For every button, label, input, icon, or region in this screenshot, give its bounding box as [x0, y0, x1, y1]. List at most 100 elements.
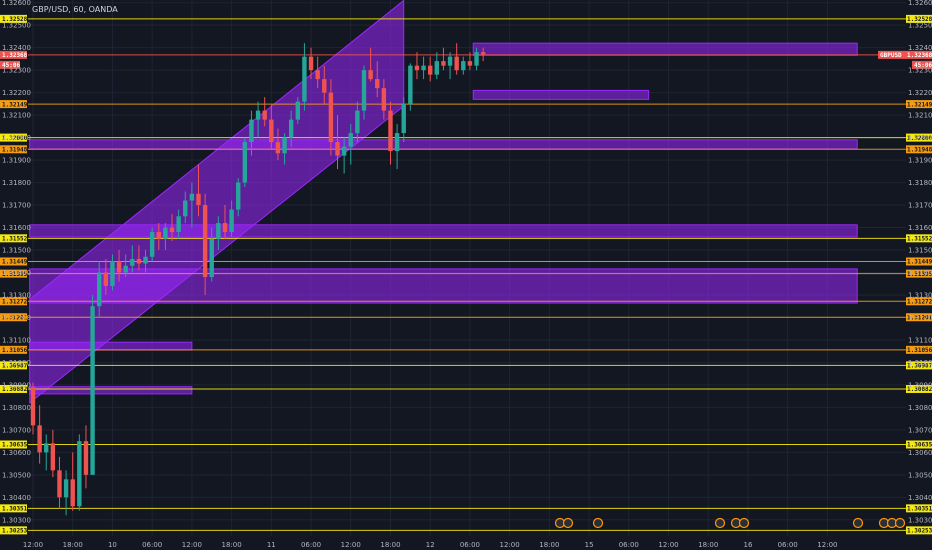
level-tag-left — [0, 297, 27, 306]
candle-body — [97, 272, 102, 307]
level-label-right: 1.31395 — [907, 271, 932, 278]
candle-body — [156, 232, 161, 239]
level-tag-left — [0, 440, 27, 449]
candle-body — [368, 70, 373, 80]
x-tick-label: 10 — [108, 541, 117, 549]
candles — [30, 43, 486, 516]
y-tick-right: 1.31300 — [908, 291, 932, 299]
chart-title: GBP/USD, 60, OANDA — [32, 5, 118, 14]
event-flag-icon[interactable] — [852, 517, 864, 529]
candle-body — [361, 70, 367, 111]
y-tick-right: 1.30500 — [908, 471, 932, 479]
candle-body — [169, 227, 175, 233]
level-label-left: 1.32149 — [2, 101, 28, 108]
candle-body — [255, 110, 261, 120]
candle-body — [269, 119, 274, 143]
y-tick-left: 1.31000 — [2, 359, 31, 367]
level-label-left: 1.31948 — [2, 146, 28, 153]
y-tick-right: 1.30700 — [908, 426, 932, 434]
candle-body — [249, 119, 254, 143]
level-label-left: 1.32368 — [2, 52, 28, 59]
candle-body — [63, 479, 69, 498]
y-tick-left: 1.32200 — [2, 89, 31, 97]
y-tick-left: 1.32400 — [2, 44, 31, 52]
candle-body — [341, 146, 347, 156]
level-label-right: 1.30253 — [907, 528, 932, 535]
candle-body — [375, 79, 380, 89]
y-tick-right: 1.30400 — [908, 494, 932, 502]
countdown-tag-right — [912, 60, 932, 69]
x-tick-label: 18:00 — [539, 541, 559, 549]
level-label-left: 1.30882 — [2, 386, 28, 393]
candle-body — [176, 216, 181, 233]
candle-body — [183, 200, 188, 217]
level-label-left: 1.30635 — [2, 442, 28, 449]
levels: 1.32528 1.32528 1.32368 1.32368 1.32149 1.321… — [0, 14, 932, 535]
event-flag-icon[interactable] — [738, 517, 750, 529]
x-tick-label: 06:00 — [460, 541, 480, 549]
x-tick-label: 11 — [267, 541, 276, 549]
countdown-tag-left — [0, 60, 20, 69]
y-tick-right: 1.32000 — [908, 134, 932, 142]
level-tag-left — [0, 345, 27, 354]
level-tag-left — [0, 100, 27, 109]
x-tick-label: 16 — [743, 541, 752, 549]
level-tag-right — [906, 100, 932, 109]
candle-body — [302, 56, 307, 102]
event-markers — [554, 517, 906, 529]
candle-body — [461, 61, 466, 71]
y-tick-left: 1.30900 — [2, 381, 31, 389]
event-flag-icon[interactable] — [714, 517, 726, 529]
candle-body — [50, 443, 56, 471]
event-flag-icon[interactable] — [592, 517, 604, 529]
y-tick-right: 1.31600 — [908, 224, 932, 232]
event-flag-icon[interactable] — [562, 517, 574, 529]
candle-body — [288, 119, 294, 138]
y-tick-right: 1.30600 — [908, 449, 932, 457]
candle-body — [110, 261, 115, 286]
y-tick-left: 1.31200 — [2, 314, 31, 322]
event-flag-icon[interactable] — [894, 517, 906, 529]
level-label-right: 1.31056 — [907, 347, 932, 354]
channel — [29, 0, 405, 404]
y-tick-right: 1.31400 — [908, 269, 932, 277]
candle-body — [414, 65, 420, 71]
candle-body — [216, 223, 221, 239]
candle-body — [136, 259, 142, 264]
y-tick-left: 1.31700 — [2, 202, 31, 210]
x-axis: 12:00 18:00 10 06:00 12:00 18:00 11 06:00 12:00 1… — [23, 541, 838, 549]
level-tag-left — [0, 50, 27, 59]
y-tick-left: 1.31500 — [2, 247, 31, 255]
level-tag-right — [906, 133, 932, 142]
zone-box — [472, 89, 650, 100]
candle-body — [196, 193, 201, 206]
level-tag-right — [906, 504, 932, 513]
y-tick-right: 1.30300 — [908, 516, 932, 524]
candle-body — [83, 441, 89, 475]
x-tick-label: 18:00 — [222, 541, 242, 549]
level-tag-right — [906, 526, 932, 535]
candle-body — [454, 56, 459, 71]
x-tick-label: 12:00 — [23, 541, 43, 549]
y-tick-left: 1.32600 — [2, 0, 31, 7]
y-tick-left: 1.30400 — [2, 494, 31, 502]
candle-body — [229, 209, 234, 233]
x-tick-label: 12:00 — [500, 541, 520, 549]
level-label-right: 1.32368 — [907, 52, 932, 59]
candle-body — [295, 101, 300, 120]
level-label-right: 1.32149 — [907, 101, 932, 108]
level-label-left: 1.31449 — [2, 259, 28, 266]
y-tick-right: 1.31000 — [908, 359, 932, 367]
level-tag-left — [0, 504, 27, 513]
candle-body — [143, 256, 148, 264]
level-tag-right — [906, 269, 932, 278]
zone-box — [29, 139, 858, 150]
x-tick-label: 12:00 — [341, 541, 361, 549]
countdown-label-left: 45:06 — [2, 62, 20, 69]
candle-body — [209, 238, 214, 277]
candle-body — [441, 61, 446, 66]
level-label-right: 1.30635 — [907, 442, 932, 449]
level-tag-right — [906, 234, 932, 243]
